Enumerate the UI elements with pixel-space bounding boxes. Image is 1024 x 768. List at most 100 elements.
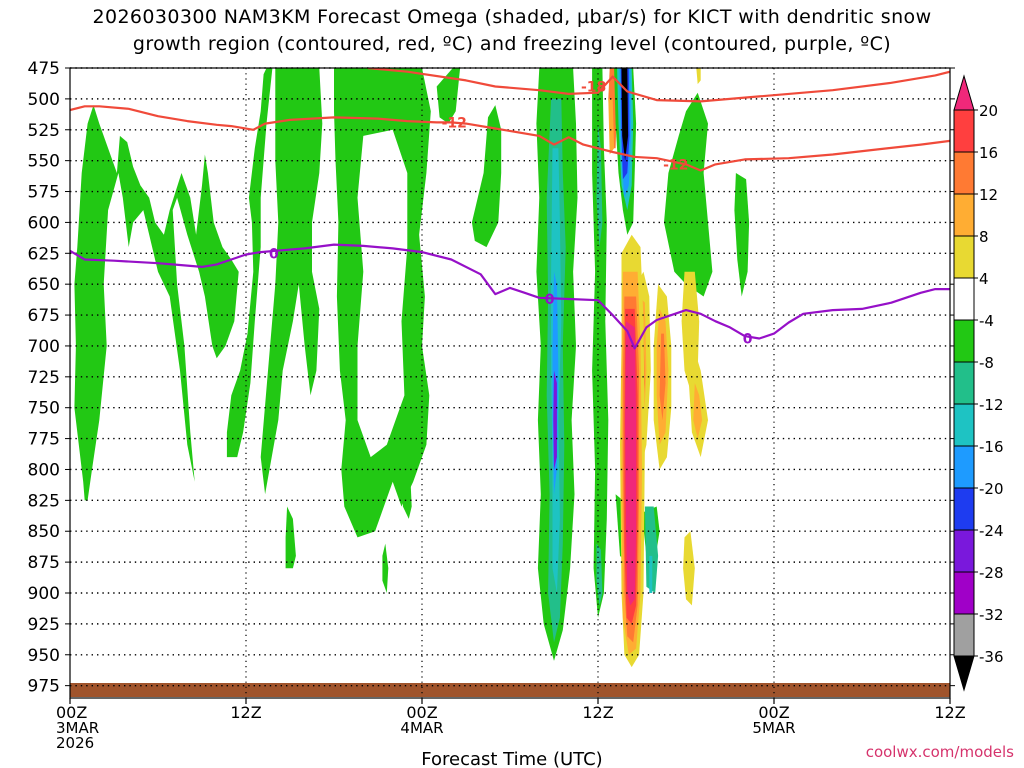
omega-region-19 bbox=[592, 68, 609, 618]
omega-region-18 bbox=[553, 370, 557, 470]
omega-region-31 bbox=[734, 173, 750, 297]
omega-region-10 bbox=[279, 179, 289, 285]
x-tick-label: 12Z bbox=[230, 703, 261, 722]
omega-region-0 bbox=[74, 105, 239, 501]
omega-shading bbox=[74, 68, 750, 668]
x-tick-label: 4MAR bbox=[400, 719, 443, 737]
omega-region-44 bbox=[659, 333, 666, 421]
plot-frame bbox=[69, 67, 951, 699]
x-tick-label: 5MAR bbox=[752, 719, 795, 737]
y-tick-label: 525 bbox=[28, 121, 60, 141]
colorbar-label: -12 bbox=[979, 396, 1004, 414]
colorbar-label: -16 bbox=[979, 438, 1004, 456]
y-tick-label: 875 bbox=[28, 553, 60, 573]
y-tick-label: 775 bbox=[28, 430, 60, 450]
colorbar-swatch bbox=[953, 613, 975, 657]
contour-label: -18 bbox=[581, 80, 606, 96]
colorbar-label: 16 bbox=[979, 144, 998, 162]
contour-line-1 bbox=[70, 105, 950, 172]
y-tick-label: 625 bbox=[28, 244, 60, 264]
colorbar-swatch bbox=[953, 529, 975, 573]
contour-label: 0 bbox=[743, 332, 753, 348]
contour-line-2 bbox=[70, 243, 950, 350]
y-tick-label: 950 bbox=[28, 646, 60, 666]
omega-region-22 bbox=[644, 506, 659, 593]
colorbar-label: -32 bbox=[979, 606, 1004, 624]
colorbar-swatch bbox=[953, 109, 975, 153]
y-tick-label: 600 bbox=[28, 213, 60, 233]
contour-line-0 bbox=[367, 68, 950, 103]
omega-region-8 bbox=[471, 105, 502, 248]
contour-label: -12 bbox=[663, 157, 688, 173]
colorbar-label: -24 bbox=[979, 522, 1004, 540]
omega-region-4 bbox=[357, 129, 408, 458]
y-tick-label: 575 bbox=[28, 183, 60, 203]
colorbar-legend: 20 16 12 8 4 -4 -8 -12 -16 -20 -24 -28 -32 -36 bbox=[953, 74, 1004, 692]
colorbar-label: -8 bbox=[979, 354, 994, 372]
x-tick-label: 12Z bbox=[582, 703, 613, 722]
y-tick-label: 675 bbox=[28, 306, 60, 326]
contour-label: -12 bbox=[442, 115, 467, 131]
site-credit[interactable]: coolwx.com/models bbox=[865, 743, 1014, 761]
gridlines bbox=[70, 67, 950, 698]
y-tick-label: 750 bbox=[28, 399, 60, 419]
y-tick-label: 500 bbox=[28, 90, 60, 110]
colorbar-label: 20 bbox=[979, 102, 998, 120]
x-tick-label: 00Z bbox=[56, 703, 87, 722]
omega-region-7 bbox=[436, 68, 461, 124]
y-tick-label: 725 bbox=[28, 368, 60, 388]
colorbar-label: -36 bbox=[979, 648, 1004, 666]
colorbar-swatch bbox=[953, 445, 975, 489]
colorbar-label: 12 bbox=[979, 186, 998, 204]
omega-region-33 bbox=[693, 383, 703, 439]
contour-label: 0 bbox=[545, 292, 555, 308]
temperature-contours: -18 -12 -12 0 0 0 bbox=[70, 68, 950, 350]
y-tick-label: 800 bbox=[28, 460, 60, 480]
colorbar-min-arrow bbox=[953, 655, 975, 692]
y-tick-label: 700 bbox=[28, 337, 60, 357]
colorbar-swatch bbox=[953, 319, 975, 363]
x-tick-label: 00Z bbox=[406, 703, 437, 722]
colorbar-label: -28 bbox=[979, 564, 1004, 582]
y-axis: 475 500 525 550 575 600 625 650 675 700 725 750 775 8… bbox=[28, 59, 955, 697]
omega-region-11 bbox=[664, 92, 713, 297]
y-tick-label: 975 bbox=[28, 677, 60, 697]
ground-surface bbox=[70, 683, 950, 697]
colorbar-swatch bbox=[953, 235, 975, 279]
omega-region-5 bbox=[285, 506, 296, 569]
omega-region-47 bbox=[696, 68, 701, 85]
y-tick-label: 650 bbox=[28, 275, 60, 295]
colorbar-swatch bbox=[953, 403, 975, 447]
y-tick-label: 825 bbox=[28, 491, 60, 511]
contour-label: 0 bbox=[269, 246, 279, 262]
chart-title: 2026030300 NAM3KM Forecast Omega (shaded… bbox=[92, 6, 932, 28]
colorbar-label: -20 bbox=[979, 480, 1004, 498]
colorbar-swatch bbox=[953, 571, 975, 615]
omega-region-45 bbox=[681, 271, 700, 396]
y-tick-label: 550 bbox=[28, 152, 60, 172]
omega-region-25 bbox=[608, 98, 615, 155]
x-tick-label: 00Z bbox=[758, 703, 789, 722]
omega-region-41 bbox=[625, 321, 637, 606]
y-tick-label: 475 bbox=[28, 59, 60, 79]
colorbar-max-arrow bbox=[953, 74, 975, 111]
y-tick-label: 900 bbox=[28, 584, 60, 604]
colorbar-swatch bbox=[953, 487, 975, 531]
y-tick-label: 850 bbox=[28, 522, 60, 542]
colorbar-label: -4 bbox=[979, 312, 994, 330]
omega-region-9 bbox=[382, 543, 389, 593]
colorbar-label: 8 bbox=[979, 228, 989, 246]
colorbar-label: 4 bbox=[979, 270, 989, 288]
omega-region-6 bbox=[402, 463, 412, 519]
x-tick-label: 12Z bbox=[934, 703, 965, 722]
omega-region-2 bbox=[260, 68, 323, 495]
colorbar-swatch bbox=[953, 361, 975, 405]
colorbar-swatch bbox=[953, 277, 975, 321]
y-tick-label: 925 bbox=[28, 615, 60, 635]
x-tick-label: 3MAR bbox=[56, 719, 99, 737]
colorbar-swatch bbox=[953, 193, 975, 237]
omega-region-20 bbox=[596, 123, 603, 248]
omega-region-1 bbox=[226, 68, 273, 458]
